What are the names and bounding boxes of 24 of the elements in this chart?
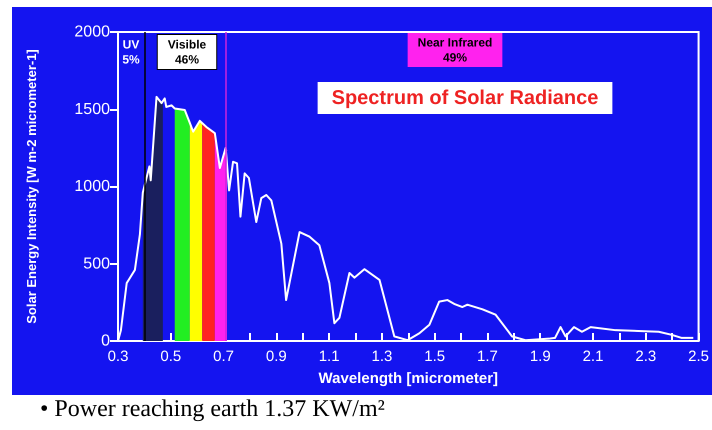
x-tick-label: 0.7	[213, 348, 234, 365]
y-tick-label: 2000	[74, 24, 110, 40]
x-tick-label: 2.5	[688, 348, 710, 365]
x-tick-label: 1.3	[371, 348, 392, 365]
annotation: UV 5%	[122, 38, 140, 66]
x-tick-label: 1.1	[318, 348, 340, 365]
annotation: Near Infrared 49%	[418, 36, 492, 64]
x-tick-label: 0.5	[160, 348, 182, 365]
y-tick-label: 1500	[74, 100, 110, 118]
x-tick-label: 2.1	[582, 348, 604, 365]
x-tick-label: 2.3	[635, 348, 656, 365]
x-tick-label: 0.9	[266, 348, 287, 365]
y-tick-label: 0	[101, 332, 110, 350]
y-axis-title: Solar Energy Intensity [W m-2 micrometer-1]	[24, 49, 39, 324]
y-tick-label: 500	[83, 255, 110, 272]
annotation: Visible 46%	[168, 38, 207, 66]
x-tick-label: 1.7	[477, 348, 498, 365]
text: • Power reaching earth 1.37 KW/m²	[40, 396, 385, 423]
y-tick-label: 1000	[74, 178, 110, 195]
x-tick-label: 1.5	[424, 348, 446, 365]
x-tick-label: 0.3	[108, 348, 128, 365]
x-axis-title: Wavelength [micrometer]	[318, 370, 498, 387]
x-tick-label: 1.9	[530, 348, 551, 365]
text: Spectrum of Solar Radiance	[332, 87, 598, 109]
